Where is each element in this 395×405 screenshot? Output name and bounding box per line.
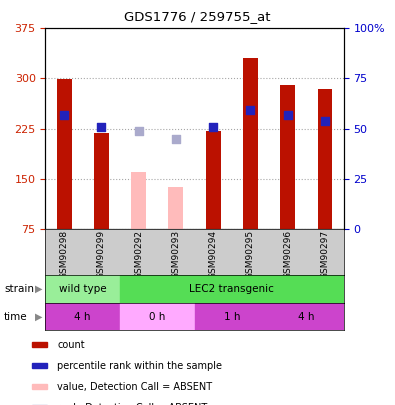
Bar (56, 79, 71, 229)
Text: rank, Detection Call = ABSENT: rank, Detection Call = ABSENT (57, 403, 207, 405)
Text: GSM90297: GSM90297 (320, 230, 329, 279)
Text: 4 h: 4 h (74, 312, 91, 322)
Text: LEC2 transgenic: LEC2 transgenic (189, 284, 274, 294)
Bar (194, 303, 269, 330)
Point (284, 112, 291, 119)
Text: wild type: wild type (59, 284, 107, 294)
Text: count: count (57, 340, 85, 350)
Point (322, 118, 328, 124)
Text: GSM90296: GSM90296 (283, 230, 292, 279)
Point (135, 127, 142, 134)
Bar (206, 131, 221, 229)
Bar (120, 303, 194, 330)
Text: GSM90299: GSM90299 (97, 230, 106, 279)
Bar (269, 303, 344, 330)
Bar (131, 172, 146, 229)
Text: GSM90292: GSM90292 (134, 230, 143, 279)
Text: value, Detection Call = ABSENT: value, Detection Call = ABSENT (57, 382, 213, 392)
Text: time: time (4, 312, 28, 322)
Text: GSM90294: GSM90294 (209, 230, 218, 279)
Text: strain: strain (4, 284, 34, 294)
Bar (243, 58, 258, 229)
Bar (94, 133, 109, 229)
Text: GSM90295: GSM90295 (246, 230, 255, 279)
Text: GDS1776 / 259755_at: GDS1776 / 259755_at (124, 10, 271, 23)
Point (173, 135, 179, 142)
Text: ▶: ▶ (35, 312, 43, 322)
Bar (45, 303, 120, 330)
Point (210, 124, 216, 130)
Point (247, 107, 254, 113)
Bar (318, 89, 333, 229)
Bar (45, 275, 120, 303)
Text: ▶: ▶ (35, 284, 43, 294)
Text: percentile rank within the sample: percentile rank within the sample (57, 361, 222, 371)
Text: GSM90298: GSM90298 (60, 230, 69, 279)
Bar (280, 85, 295, 229)
Text: GSM90293: GSM90293 (171, 230, 181, 279)
Bar (120, 275, 344, 303)
Bar (168, 187, 183, 229)
Text: 0 h: 0 h (149, 312, 166, 322)
Point (61, 112, 67, 119)
Point (98, 124, 105, 130)
Text: 4 h: 4 h (298, 312, 315, 322)
Text: 1 h: 1 h (224, 312, 240, 322)
